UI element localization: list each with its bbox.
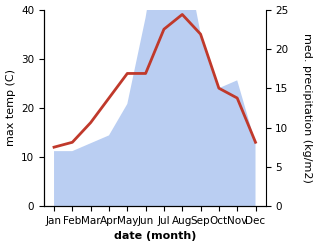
Y-axis label: max temp (C): max temp (C) — [5, 69, 16, 146]
Y-axis label: med. precipitation (kg/m2): med. precipitation (kg/m2) — [302, 33, 313, 183]
X-axis label: date (month): date (month) — [114, 231, 196, 242]
